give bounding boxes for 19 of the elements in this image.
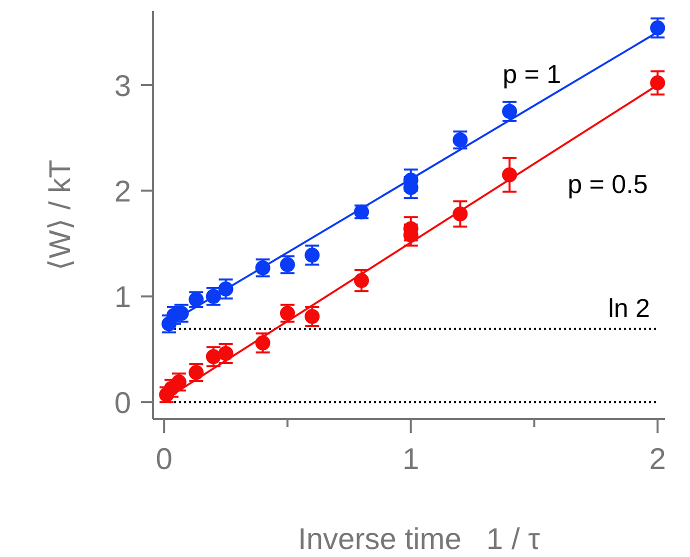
point <box>650 75 666 90</box>
y-tick-label: 0 <box>114 386 131 420</box>
y-tick-label: 2 <box>114 175 131 208</box>
ref-line-label: ln 2 <box>608 292 650 323</box>
point <box>502 104 518 119</box>
point <box>218 346 234 361</box>
point <box>304 248 320 263</box>
series-label: p = 1 <box>502 58 562 89</box>
point <box>650 20 666 36</box>
y-tick-label: 1 <box>114 281 131 314</box>
x-tick-label: 2 <box>649 443 666 476</box>
y-tick-label: 3 <box>114 70 131 103</box>
point <box>304 308 320 324</box>
x-tick-label: 0 <box>156 443 172 476</box>
series-label: p = 0.5 <box>568 168 648 199</box>
x-axis-title: Inverse time 1 / τ <box>298 523 540 556</box>
y-axis-title: ⟨W⟩ / kT <box>44 160 77 270</box>
x-tick-label: 1 <box>402 443 420 476</box>
point <box>206 349 221 364</box>
